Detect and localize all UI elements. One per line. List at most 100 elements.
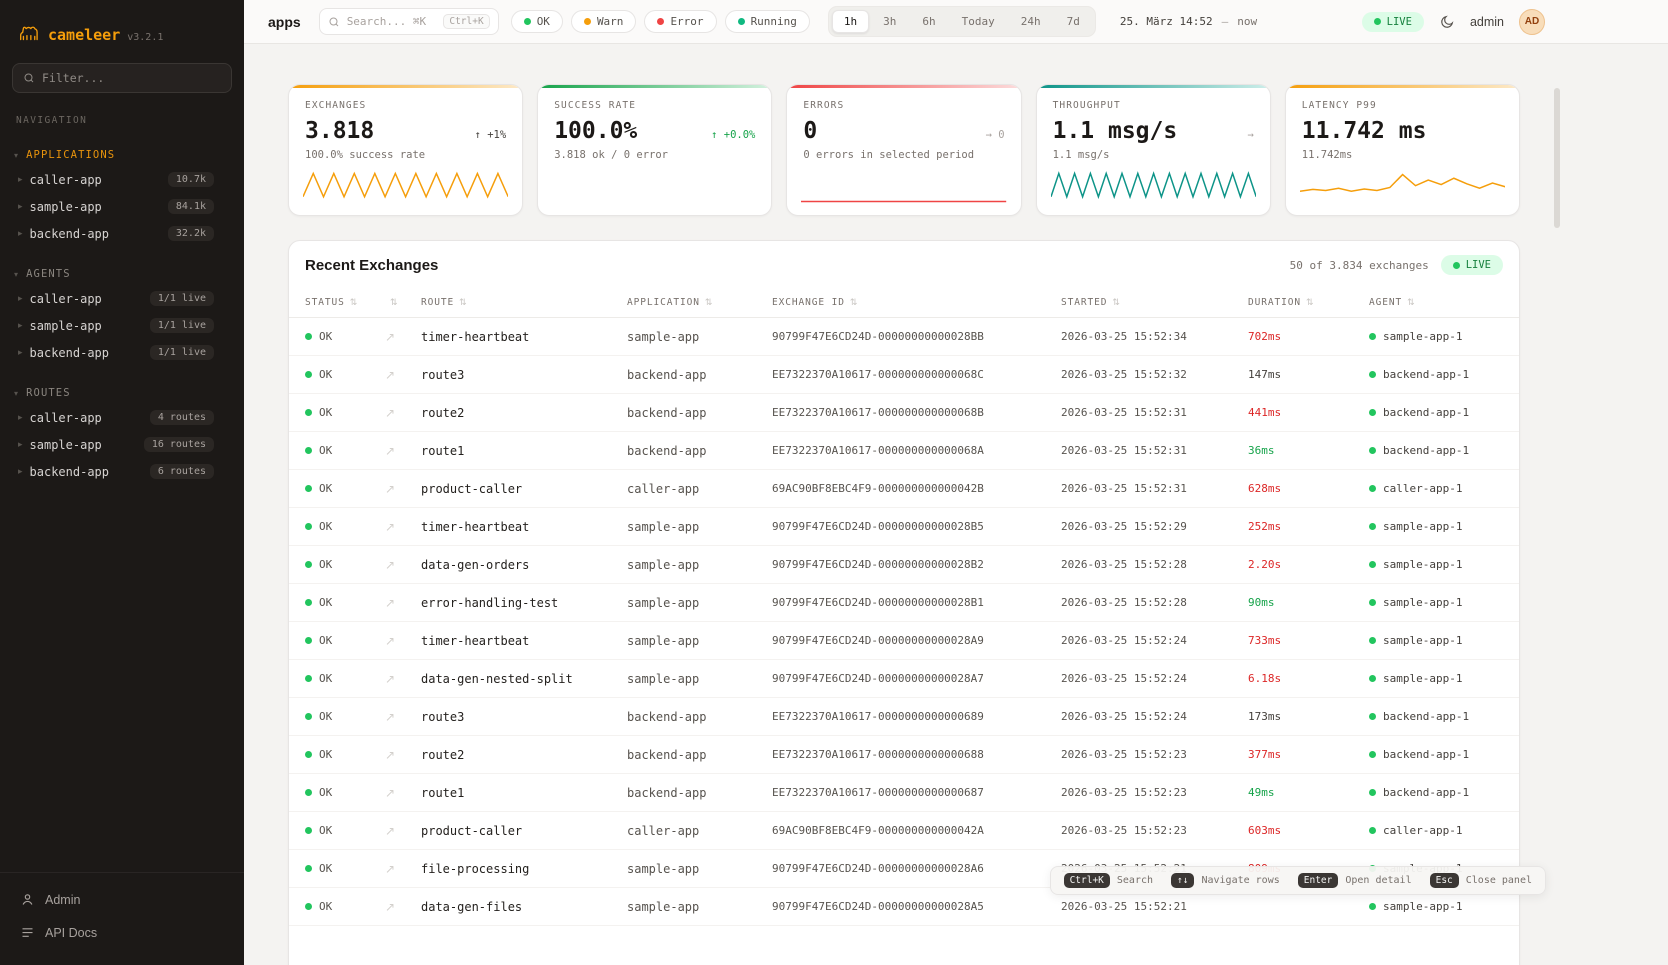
agent-cell: backend-app-1 bbox=[1361, 748, 1519, 761]
range-button-1h[interactable]: 1h bbox=[831, 10, 870, 33]
table-row[interactable]: OK ↗ route1 backend-app EE7322370A10617-0000… bbox=[289, 432, 1519, 470]
table-row[interactable]: OK ↗ route2 backend-app EE7322370A10617-0000… bbox=[289, 394, 1519, 432]
status-label: OK bbox=[319, 862, 333, 875]
table-row[interactable]: OK ↗ route3 backend-app EE7322370A10617-0000… bbox=[289, 698, 1519, 736]
column-header-exchange-id[interactable]: EXCHANGE ID ⇅ bbox=[764, 289, 1053, 317]
table-row[interactable]: OK ↗ route2 backend-app EE7322370A10617-0000… bbox=[289, 736, 1519, 774]
filter-chip-error[interactable]: Error bbox=[644, 10, 717, 33]
stat-label: THROUGHPUT bbox=[1052, 100, 1121, 111]
sidebar-item-caller-app[interactable]: ▸ caller-app 4 routes bbox=[0, 404, 244, 431]
route-cell: product-caller bbox=[421, 823, 523, 838]
theme-toggle[interactable] bbox=[1439, 14, 1455, 30]
exchange-id-cell: EE7322370A10617-000000000000068B bbox=[772, 406, 984, 419]
column-header-status[interactable]: STATUS ⇅ bbox=[289, 289, 377, 317]
range-button-3h[interactable]: 3h bbox=[871, 10, 908, 33]
scrollbar-thumb[interactable] bbox=[1554, 88, 1560, 228]
status-label: OK bbox=[319, 558, 333, 571]
trace-link-icon[interactable]: ↗ bbox=[385, 899, 396, 914]
stat-value-row: 0 → 0 bbox=[803, 118, 1004, 144]
trace-link-icon[interactable]: ↗ bbox=[385, 823, 396, 838]
sidebar-item-sample-app[interactable]: ▸ sample-app 1/1 live bbox=[0, 312, 244, 339]
sort-icon: ⇅ bbox=[390, 297, 399, 308]
trace-link-icon[interactable]: ↗ bbox=[385, 709, 396, 724]
sidebar-item-label: backend-app bbox=[29, 226, 110, 241]
column-header-duration[interactable]: DURATION ⇅ bbox=[1240, 289, 1361, 317]
section-header-routes[interactable]: ▾ ROUTES bbox=[0, 380, 244, 404]
column-label: ROUTE bbox=[421, 297, 455, 308]
sidebar-item-label: caller-app bbox=[29, 291, 102, 306]
status-label: OK bbox=[319, 634, 333, 647]
column-header-agent[interactable]: AGENT ⇅ bbox=[1361, 289, 1519, 317]
trace-link-icon[interactable]: ↗ bbox=[385, 557, 396, 572]
table-row[interactable]: OK ↗ route1 backend-app EE7322370A10617-0000… bbox=[289, 774, 1519, 812]
filter-chip-ok[interactable]: OK bbox=[510, 10, 563, 33]
table-row[interactable]: OK ↗ error-handling-test sample-app 90799F47… bbox=[289, 584, 1519, 622]
range-button-today[interactable]: Today bbox=[950, 10, 1007, 33]
table-row[interactable]: OK ↗ data-gen-nested-split sample-app 90799F… bbox=[289, 660, 1519, 698]
trace-link-icon[interactable]: ↗ bbox=[385, 481, 396, 496]
range-button-6h[interactable]: 6h bbox=[910, 10, 947, 33]
table-row[interactable]: OK ↗ timer-heartbeat sample-app 90799F47E6CD… bbox=[289, 622, 1519, 660]
stat-subtitle: 1.1 msg/s bbox=[1052, 149, 1110, 161]
sidebar-item-caller-app[interactable]: ▸ caller-app 1/1 live bbox=[0, 285, 244, 312]
stat-card-exchanges: EXCHANGES 3.818 ↑ +1% 100.0% success rate bbox=[288, 84, 524, 216]
table-row[interactable]: OK ↗ timer-heartbeat sample-app 90799F47E6CD… bbox=[289, 318, 1519, 356]
status-cell: OK bbox=[289, 368, 377, 381]
trace-link-icon[interactable]: ↗ bbox=[385, 443, 396, 458]
column-label: APPLICATION bbox=[627, 297, 700, 308]
application-cell: backend-app bbox=[627, 785, 707, 800]
sidebar-item-caller-app[interactable]: ▸ caller-app 10.7k bbox=[0, 166, 244, 193]
table-row[interactable]: OK ↗ product-caller caller-app 69AC90BF8EBC4… bbox=[289, 812, 1519, 850]
filter-chip-warn[interactable]: Warn bbox=[570, 10, 637, 33]
column-header-route[interactable]: ROUTE ⇅ bbox=[413, 289, 619, 317]
stat-accent-bar bbox=[1285, 85, 1519, 88]
trace-link-icon[interactable]: ↗ bbox=[385, 367, 396, 382]
agent-cell: sample-app-1 bbox=[1361, 672, 1519, 685]
trace-link-icon[interactable]: ↗ bbox=[385, 671, 396, 686]
table-body: OK ↗ timer-heartbeat sample-app 90799F47E6CD… bbox=[289, 318, 1519, 926]
sidebar-item-sample-app[interactable]: ▸ sample-app 16 routes bbox=[0, 431, 244, 458]
table-row[interactable]: OK ↗ timer-heartbeat sample-app 90799F47E6CD… bbox=[289, 508, 1519, 546]
sidebar-item-label: backend-app bbox=[29, 345, 110, 360]
chevron-right-icon: ▸ bbox=[18, 412, 23, 423]
section-header-applications[interactable]: ▾ APPLICATIONS bbox=[0, 142, 244, 166]
trace-link-icon[interactable]: ↗ bbox=[385, 785, 396, 800]
table-row[interactable]: OK ↗ product-caller caller-app 69AC90BF8EBC4… bbox=[289, 470, 1519, 508]
column-header-started[interactable]: STARTED ⇅ bbox=[1053, 289, 1240, 317]
range-button-24h[interactable]: 24h bbox=[1009, 10, 1053, 33]
sidebar-item-backend-app[interactable]: ▸ backend-app 6 routes bbox=[0, 458, 244, 485]
sidebar-item-backend-app[interactable]: ▸ backend-app 32.2k bbox=[0, 220, 244, 247]
agent-status-dot bbox=[1369, 409, 1376, 416]
trace-link-icon[interactable]: ↗ bbox=[385, 861, 396, 876]
brand-name: cameleer bbox=[48, 26, 121, 44]
section-header-agents[interactable]: ▾ AGENTS bbox=[0, 261, 244, 285]
sidebar-item-backend-app[interactable]: ▸ backend-app 1/1 live bbox=[0, 339, 244, 366]
trace-link-icon[interactable]: ↗ bbox=[385, 747, 396, 762]
agent-status-dot bbox=[1369, 637, 1376, 644]
sidebar-item-sample-app[interactable]: ▸ sample-app 84.1k bbox=[0, 193, 244, 220]
table-row[interactable]: OK ↗ data-gen-orders sample-app 90799F47E6CD… bbox=[289, 546, 1519, 584]
panel-header: Recent Exchanges 50 of 3.834 exchanges L… bbox=[289, 241, 1519, 289]
column-header-trace[interactable]: ⇅ bbox=[377, 289, 413, 317]
sort-icon: ⇅ bbox=[849, 297, 859, 308]
avatar[interactable]: AD bbox=[1519, 8, 1545, 35]
table-row[interactable]: OK ↗ route3 backend-app EE7322370A10617-0000… bbox=[289, 356, 1519, 394]
trace-link-icon[interactable]: ↗ bbox=[385, 329, 396, 344]
search-input[interactable] bbox=[346, 15, 437, 28]
status-dot bbox=[583, 18, 591, 25]
stat-delta: ↑ +0.0% bbox=[711, 129, 756, 141]
range-button-7d[interactable]: 7d bbox=[1055, 10, 1092, 33]
sidebar-item-api-docs[interactable]: API Docs bbox=[12, 918, 232, 947]
started-cell: 2026-03-25 15:52:21 bbox=[1061, 900, 1187, 913]
status-cell: OK bbox=[289, 596, 377, 609]
table-row[interactable]: OK ↗ data-gen-files sample-app 90799F47E6CD2… bbox=[289, 888, 1519, 926]
filter-input[interactable] bbox=[42, 71, 221, 85]
column-header-application[interactable]: APPLICATION ⇅ bbox=[619, 289, 764, 317]
global-search[interactable]: Ctrl+K bbox=[318, 8, 499, 35]
trace-link-icon[interactable]: ↗ bbox=[385, 595, 396, 610]
trace-link-icon[interactable]: ↗ bbox=[385, 519, 396, 534]
sidebar-item-admin[interactable]: Admin bbox=[12, 885, 232, 914]
trace-link-icon[interactable]: ↗ bbox=[385, 405, 396, 420]
filter-chip-running[interactable]: Running bbox=[724, 10, 810, 33]
trace-link-icon[interactable]: ↗ bbox=[385, 633, 396, 648]
